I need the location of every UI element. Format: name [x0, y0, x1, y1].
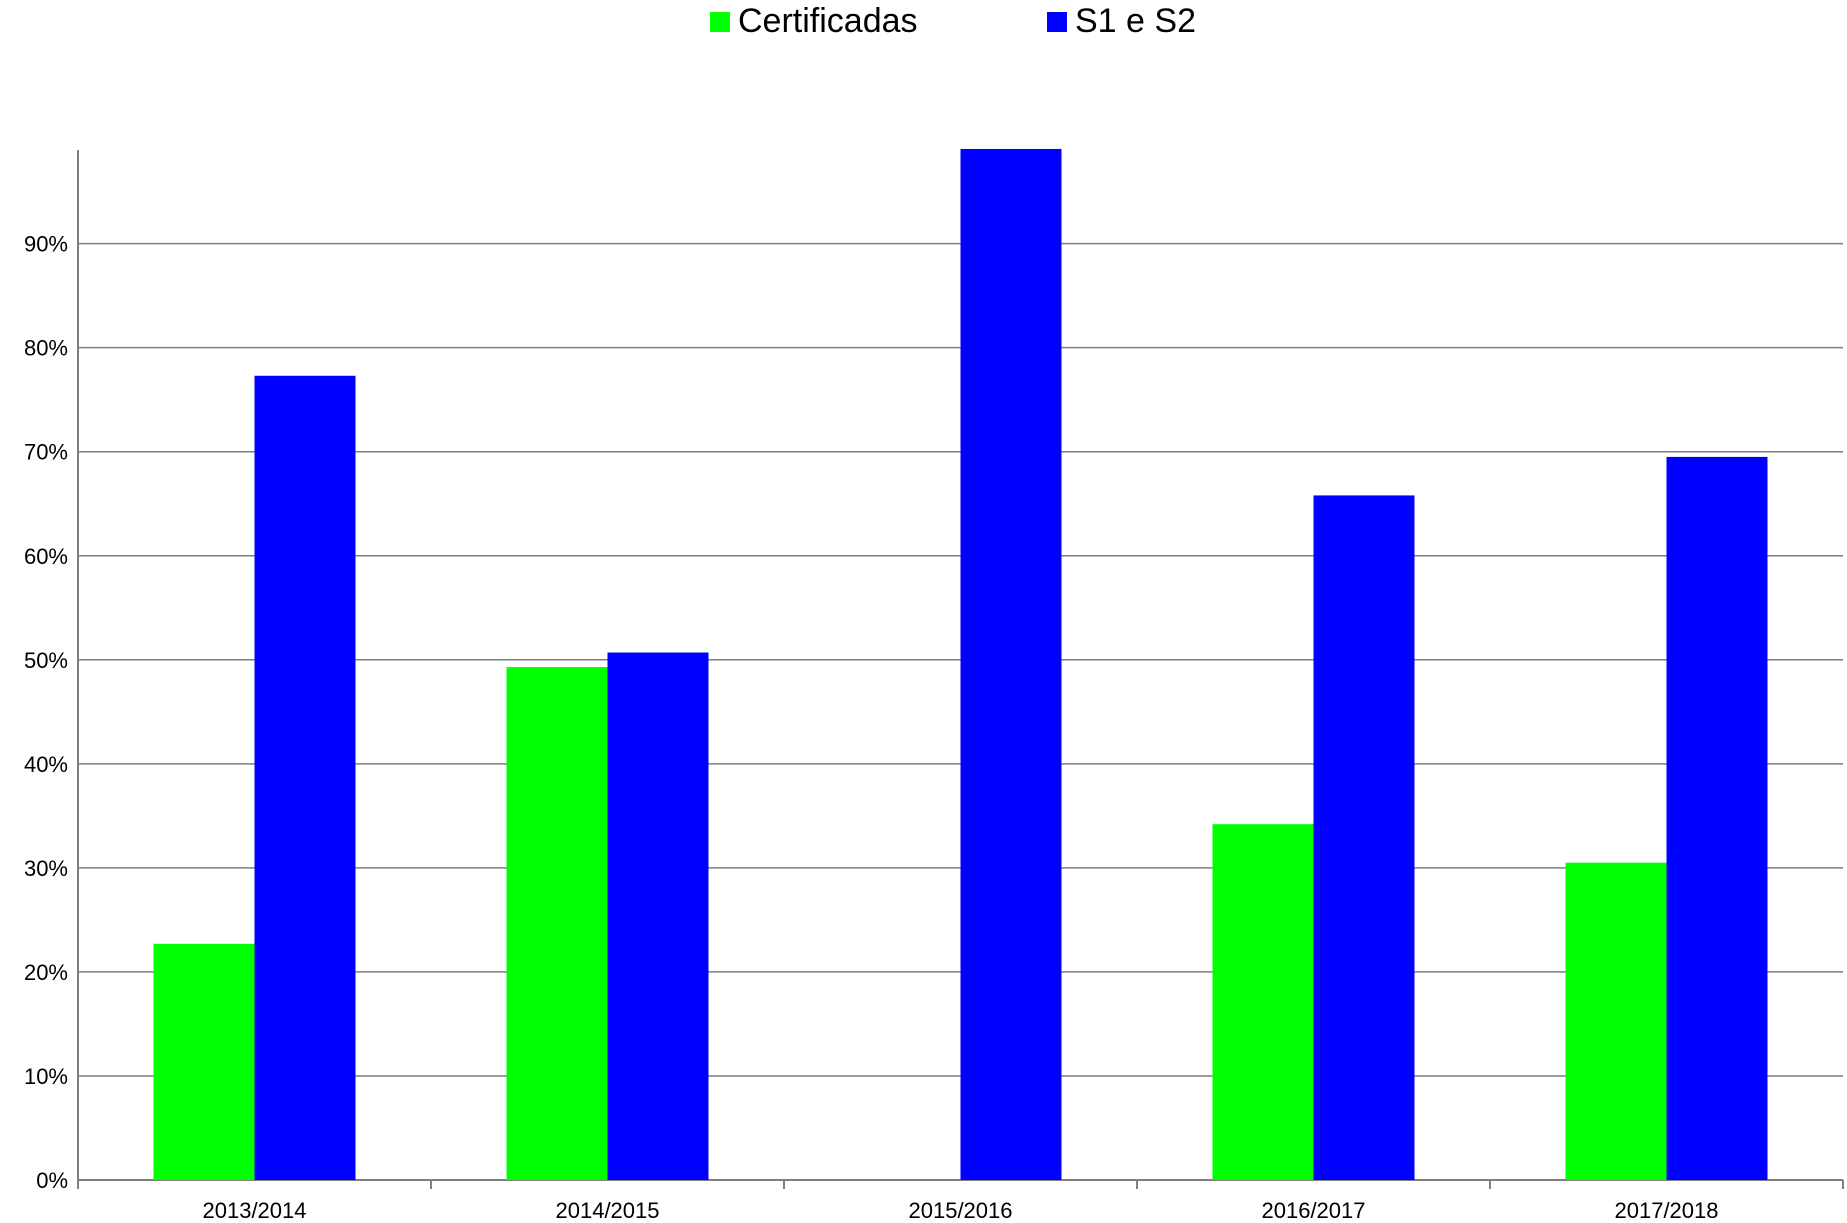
bar-s1-e-s2-2015-2016 [960, 148, 1062, 1180]
x-tick-label: 2014/2015 [556, 1198, 660, 1223]
y-tick-label: 30% [24, 856, 68, 881]
bar-certificadas-2016-2017 [1212, 824, 1314, 1180]
x-tick-label: 2015/2016 [909, 1198, 1013, 1223]
x-tick-label: 2017/2018 [1615, 1198, 1719, 1223]
legend-label-certificadas: Certificadas [738, 2, 918, 40]
y-tick-label: 0% [36, 1168, 68, 1193]
bar-s1-e-s2-2014-2015 [607, 652, 709, 1180]
y-tick-label: 40% [24, 752, 68, 777]
y-tick-label: 90% [24, 232, 68, 257]
legend-item-s1-e-s2: S1 e S2 [1047, 2, 1196, 41]
y-tick-label: 70% [24, 440, 68, 465]
chart-legend: Certificadas S1 e S2 [0, 2, 1847, 46]
x-tick-label: 2013/2014 [203, 1198, 307, 1223]
bar-s1-e-s2-2016-2017 [1313, 495, 1415, 1180]
x-tick-label: 2016/2017 [1262, 1198, 1366, 1223]
bar-s1-e-s2-2013-2014 [254, 375, 356, 1180]
y-tick-label: 20% [24, 960, 68, 985]
legend-swatch-certificadas [710, 11, 730, 32]
y-tick-label: 10% [24, 1064, 68, 1089]
legend-label-s1-e-s2: S1 e S2 [1075, 2, 1196, 40]
legend-swatch-s1-e-s2 [1047, 11, 1067, 32]
y-tick-label: 50% [24, 648, 68, 673]
bar-certificadas-2017-2018 [1565, 862, 1667, 1180]
bar-s1-e-s2-2017-2018 [1666, 456, 1768, 1180]
y-tick-label: 80% [24, 336, 68, 361]
bar-certificadas-2014-2015 [506, 667, 608, 1180]
legend-item-certificadas: Certificadas [710, 2, 918, 41]
y-tick-label: 60% [24, 544, 68, 569]
bar-certificadas-2013-2014 [153, 943, 255, 1180]
